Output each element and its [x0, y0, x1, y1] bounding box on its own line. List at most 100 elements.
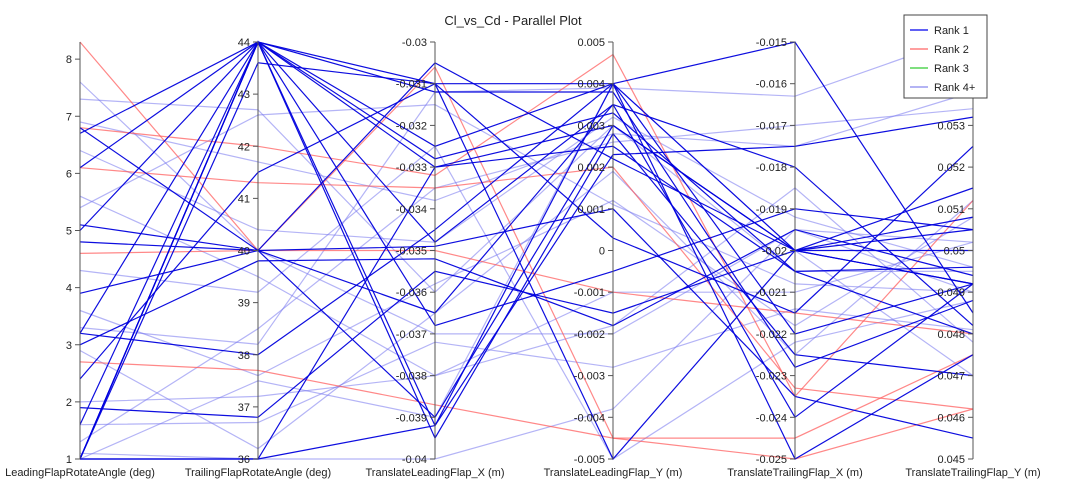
tick-label-4-7: -0.018: [756, 162, 787, 174]
tick-label-4-8: -0.017: [756, 120, 787, 132]
tick-label-0-0: 1: [66, 454, 72, 466]
tick-label-2-1: -0.039: [396, 412, 427, 424]
tick-label-5-7: 0.052: [937, 162, 965, 174]
tick-label-1-4: 40: [238, 246, 250, 258]
tick-label-4-5: -0.02: [762, 246, 787, 258]
series-line-rank-4--7: [79, 108, 974, 443]
tick-label-3-2: -0.003: [574, 371, 605, 383]
series-line-rank-4--14: [79, 308, 974, 426]
series-line-rank-4--4: [79, 170, 974, 450]
legend-label-3: Rank 4+: [934, 82, 975, 94]
tick-label-1-0: 36: [238, 454, 250, 466]
tick-label-3-7: 0.002: [577, 162, 605, 174]
tick-label-2-9: -0.031: [396, 79, 427, 91]
series-line-rank-1-16: [80, 116, 974, 460]
series-line-rank-4--1: [79, 98, 974, 294]
tick-label-4-1: -0.024: [756, 412, 787, 424]
series-line-rank-1-8: [79, 103, 974, 419]
tick-label-5-6: 0.051: [937, 204, 965, 216]
tick-label-4-10: -0.015: [756, 37, 787, 49]
tick-label-0-5: 6: [66, 168, 72, 180]
tick-label-1-3: 39: [238, 298, 250, 310]
series-line-rank-2-3: [79, 361, 974, 460]
tick-label-4-3: -0.022: [756, 329, 787, 341]
tick-label-3-8: 0.003: [577, 120, 605, 132]
tick-label-5-4: 0.049: [937, 287, 965, 299]
tick-label-1-2: 38: [238, 350, 250, 362]
axis-label-3: TranslateLeadingFlap_Y (m): [544, 467, 683, 479]
series-line-rank-1-6: [79, 41, 974, 356]
tick-label-0-1: 2: [66, 397, 72, 409]
tick-label-3-0: -0.005: [574, 454, 605, 466]
series-line-rank-4--2: [79, 195, 974, 377]
tick-label-1-1: 37: [238, 402, 250, 414]
tick-label-1-8: 44: [238, 37, 250, 49]
legend-label-2: Rank 3: [934, 63, 969, 75]
series-line-rank-4--0: [79, 81, 974, 335]
tick-label-1-6: 42: [238, 141, 250, 153]
tick-label-0-3: 4: [66, 283, 72, 295]
tick-label-3-3: -0.002: [574, 329, 605, 341]
tick-label-2-7: -0.033: [396, 162, 427, 174]
tick-label-4-2: -0.023: [756, 371, 787, 383]
lines-layer: [79, 33, 974, 461]
tick-label-3-4: -0.001: [574, 287, 605, 299]
axis-label-1: TrailingFlapRotateAngle (deg): [185, 467, 331, 479]
tick-label-5-3: 0.048: [937, 329, 965, 341]
legend: Rank 1 Rank 2 Rank 3 Rank 4+: [903, 14, 988, 99]
axes-layer: 1 2 3 4 5 6 7 8 LeadingFlapRotateAngle (deg) 36 37…: [5, 37, 1041, 479]
tick-label-5-1: 0.046: [937, 412, 965, 424]
tick-label-3-5: 0: [599, 246, 605, 258]
tick-label-5-0: 0.045: [937, 454, 965, 466]
tick-label-2-3: -0.037: [396, 329, 427, 341]
series-line-rank-1-2: [79, 62, 974, 460]
series-line-rank-4--11: [79, 187, 974, 403]
series-line-rank-1-7: [79, 208, 974, 439]
tick-label-0-2: 3: [66, 340, 72, 352]
tick-label-3-1: -0.004: [574, 412, 605, 424]
legend-label-0: Rank 1: [934, 25, 969, 37]
tick-label-3-10: 0.005: [577, 37, 605, 49]
series-line-rank-1-12: [79, 41, 974, 327]
series-line-rank-4--5: [79, 228, 974, 460]
series-line-rank-1-11: [79, 41, 974, 273]
series-line-rank-1-5: [79, 41, 974, 334]
tick-label-2-0: -0.04: [402, 454, 427, 466]
tick-label-1-7: 43: [238, 89, 250, 101]
tick-label-4-9: -0.016: [756, 79, 787, 91]
series-line-rank-4--13: [79, 91, 974, 202]
tick-label-3-9: 0.004: [577, 79, 605, 91]
tick-label-0-7: 8: [66, 54, 72, 66]
series-line-rank-4--6: [79, 82, 974, 460]
series-line-rank-1-18: [79, 228, 974, 346]
legend-label-1: Rank 2: [934, 44, 969, 56]
tick-label-4-6: -0.019: [756, 204, 787, 216]
tick-label-5-8: 0.053: [937, 120, 965, 132]
tick-label-0-6: 7: [66, 111, 72, 123]
tick-label-0-4: 5: [66, 226, 72, 238]
series-line-rank-1-14: [79, 40, 974, 440]
tick-label-5-2: 0.047: [937, 371, 965, 383]
axis-label-5: TranslateTrailingFlap_Y (m): [905, 467, 1040, 479]
series-line-rank-1-15: [79, 82, 974, 380]
tick-label-2-6: -0.034: [396, 204, 427, 216]
series-line-rank-2-0: [79, 41, 974, 439]
series-line-rank-4--12: [79, 33, 974, 345]
series-line-rank-4--8: [79, 145, 974, 460]
series-line-rank-1-19: [79, 41, 974, 460]
series-line-rank-2-1: [79, 166, 974, 410]
tick-label-4-4: -0.021: [756, 287, 787, 299]
tick-label-2-10: -0.03: [402, 37, 427, 49]
series-line-rank-1-10: [79, 124, 974, 419]
tick-label-2-2: -0.038: [396, 371, 427, 383]
axis-label-0: LeadingFlapRotateAngle (deg): [5, 467, 155, 479]
tick-label-2-8: -0.032: [396, 120, 427, 132]
axis-label-4: TranslateTrailingFlap_X (m): [727, 467, 863, 479]
tick-label-2-4: -0.036: [396, 287, 427, 299]
series-line-rank-1-17: [79, 62, 974, 252]
legend-box: [903, 14, 988, 99]
chart-title: Cl_vs_Cd - Parallel Plot: [444, 13, 582, 28]
axis-label-2: TranslateLeadingFlap_X (m): [366, 467, 505, 479]
tick-label-2-5: -0.035: [396, 246, 427, 258]
